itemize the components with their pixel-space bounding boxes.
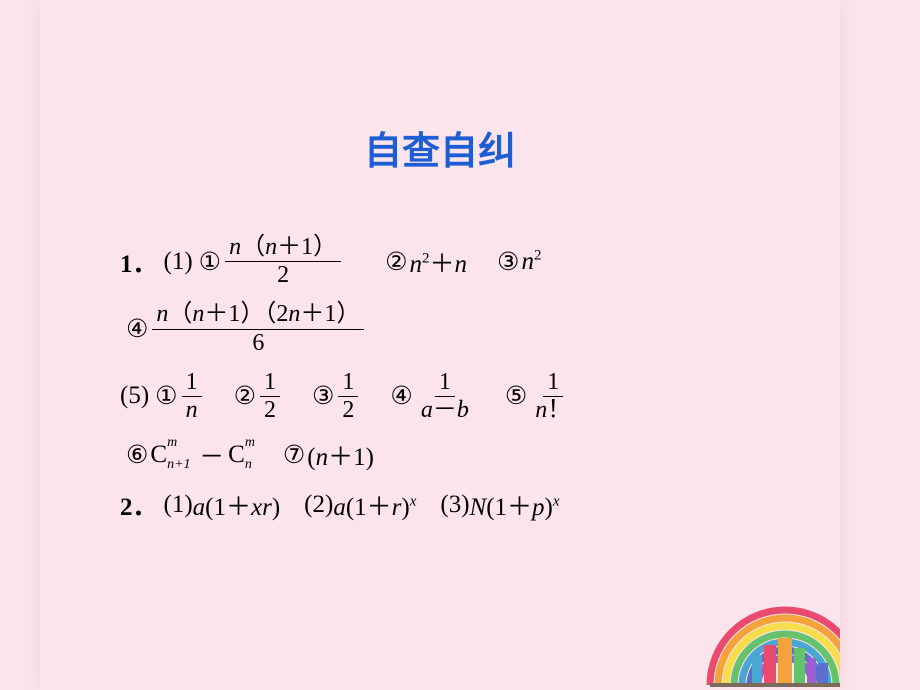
circled-6: ⑥ <box>126 440 148 470</box>
p2-i1-expr: a(1＋xr) <box>193 487 280 523</box>
problem-1-label: 1． <box>120 244 158 280</box>
slide-content: 自查自纠 1． (1) ① n（n＋1） 2 ② n2＋n ③ n2 ④ n（n… <box>40 0 840 690</box>
circled-5-4: ④ <box>390 381 412 411</box>
circled-1: ① <box>199 247 221 277</box>
circled-5-3: ③ <box>312 381 334 411</box>
fraction-5-4: 1 a－b <box>417 370 473 423</box>
page-title: 自查自纠 <box>40 120 840 175</box>
circled-7: ⑦ <box>283 440 305 470</box>
fraction-5-3: 1 2 <box>338 370 358 423</box>
p2-i3-expr: N(1＋p)x <box>470 487 560 523</box>
circled-5-2: ② <box>234 381 256 411</box>
expr-2: n2＋n <box>410 244 468 280</box>
line-1: 1． (1) ① n（n＋1） 2 ② n2＋n ③ n2 <box>120 235 770 288</box>
fraction-5-5: 1 n！ <box>531 370 575 423</box>
fraction-5-1: 1 n <box>182 370 202 423</box>
fraction-5-2: 1 2 <box>260 370 280 423</box>
line-4: ⑥ Cmn+1 － Cmn ⑦ (n＋1) <box>120 437 770 473</box>
p2-i3-label: (3) <box>440 491 469 519</box>
circled-3: ③ <box>497 247 519 277</box>
line-2: ④ n（n＋1）（2n＋1） 6 <box>120 302 770 355</box>
circled-4: ④ <box>126 314 148 344</box>
line-5: 2． (1) a(1＋xr) (2) a(1＋r)x (3) N(1＋p)x <box>120 487 770 523</box>
circled-5-1: ① <box>155 381 177 411</box>
p2-i1-label: (1) <box>164 491 193 519</box>
frac1-num: n <box>229 234 241 260</box>
part-5-label: (5) <box>120 382 149 410</box>
expr-7: (n＋1) <box>307 437 374 473</box>
p2-i2-expr: a(1＋r)x <box>333 487 416 523</box>
combo-1: Cmn+1 <box>150 441 169 469</box>
circled-5-5: ⑤ <box>505 381 527 411</box>
problem-2-label: 2． <box>120 487 158 523</box>
minus-sign: － <box>199 437 224 473</box>
frac4-den: 6 <box>248 330 268 356</box>
p2-i2-label: (2) <box>304 491 333 519</box>
math-body: 1． (1) ① n（n＋1） 2 ② n2＋n ③ n2 ④ n（n＋1）（2… <box>120 235 770 537</box>
line-3: (5) ① 1 n ② 1 2 ③ 1 2 ④ 1 a－b <box>120 370 770 423</box>
circled-2: ② <box>385 247 407 277</box>
fraction-1: n（n＋1） 2 <box>225 235 341 288</box>
rainbow-decoration <box>690 550 840 690</box>
expr-3: n2 <box>521 248 541 276</box>
combo-2: Cmn <box>228 441 247 469</box>
frac1-den: 2 <box>273 262 293 288</box>
part-1-label: (1) <box>164 248 193 276</box>
fraction-4: n（n＋1）（2n＋1） 6 <box>152 302 364 355</box>
